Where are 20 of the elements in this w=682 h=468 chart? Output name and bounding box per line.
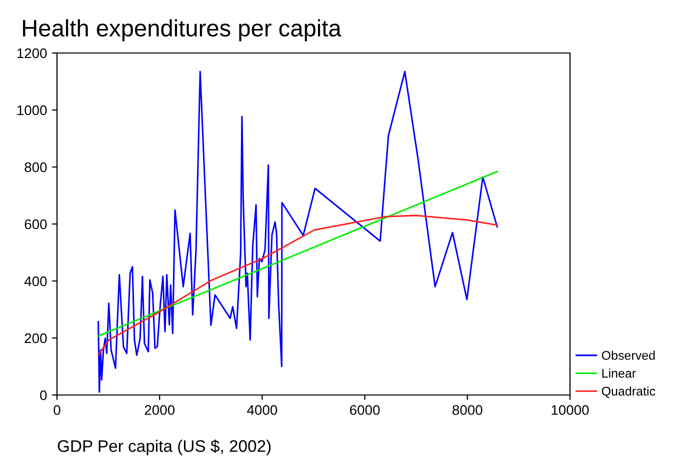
y-tick-label: 1200 [17, 48, 47, 58]
x-tick-label: 2000 [144, 405, 175, 415]
y-tick-label: 1000 [17, 105, 47, 116]
x-tick-label: 4000 [247, 405, 278, 415]
y-tick-label: 800 [24, 162, 47, 172]
x-tick-label: 8000 [452, 405, 482, 415]
x-tick-label: 10000 [552, 405, 589, 415]
y-tick-label: 0 [40, 390, 47, 400]
y-tick-label: 200 [24, 333, 47, 344]
x-axis-title: GDP Per capita (US $, 2002) [58, 439, 271, 456]
legend-label: Observed [602, 350, 655, 360]
x-tick-label: 0 [54, 405, 60, 415]
y-tick-label: 600 [24, 219, 47, 230]
x-tick-label: 6000 [350, 405, 380, 415]
legend-label: Linear [602, 368, 636, 378]
line-series [98, 70, 498, 393]
legend-label: Quadratic [602, 386, 656, 398]
y-tick-label: 400 [24, 276, 47, 286]
line-series [98, 214, 498, 356]
chart-title: Health expenditures per capita [23, 19, 342, 42]
